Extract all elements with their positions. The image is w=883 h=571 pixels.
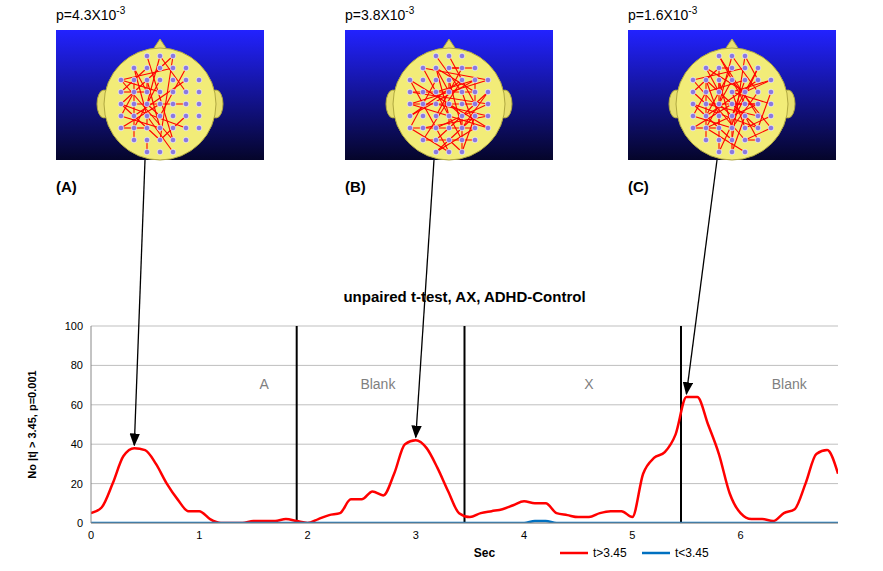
svg-text:Blank: Blank — [360, 376, 396, 392]
svg-text:t<3.45: t<3.45 — [675, 546, 709, 560]
svg-text:p=1.6X10-3: p=1.6X10-3 — [628, 5, 698, 23]
svg-text:0: 0 — [88, 529, 94, 541]
svg-text:(A): (A) — [56, 178, 77, 195]
svg-text:4: 4 — [521, 529, 527, 541]
svg-text:2: 2 — [304, 529, 310, 541]
svg-text:A: A — [260, 376, 270, 392]
svg-text:3: 3 — [413, 529, 419, 541]
svg-text:(C): (C) — [628, 178, 649, 195]
svg-text:Blank: Blank — [772, 376, 808, 392]
svg-text:t>3.45: t>3.45 — [593, 546, 627, 560]
svg-text:p=4.3X10-3: p=4.3X10-3 — [56, 5, 126, 23]
svg-text:20: 20 — [71, 478, 83, 490]
svg-text:100: 100 — [65, 320, 83, 332]
svg-text:6: 6 — [738, 529, 744, 541]
svg-text:(B): (B) — [345, 178, 366, 195]
svg-text:X: X — [584, 376, 594, 392]
svg-text:No |t| > 3.45, p=0.001: No |t| > 3.45, p=0.001 — [26, 370, 38, 478]
svg-text:5: 5 — [629, 529, 635, 541]
svg-text:0: 0 — [77, 517, 83, 529]
svg-text:40: 40 — [71, 438, 83, 450]
svg-text:80: 80 — [71, 359, 83, 371]
svg-text:60: 60 — [71, 399, 83, 411]
svg-text:p=3.8X10-3: p=3.8X10-3 — [345, 5, 415, 23]
svg-text:unpaired t-test, AX, ADHD-Cont: unpaired t-test, AX, ADHD-Control — [343, 288, 585, 305]
svg-text:Sec: Sec — [474, 546, 496, 560]
svg-text:1: 1 — [196, 529, 202, 541]
